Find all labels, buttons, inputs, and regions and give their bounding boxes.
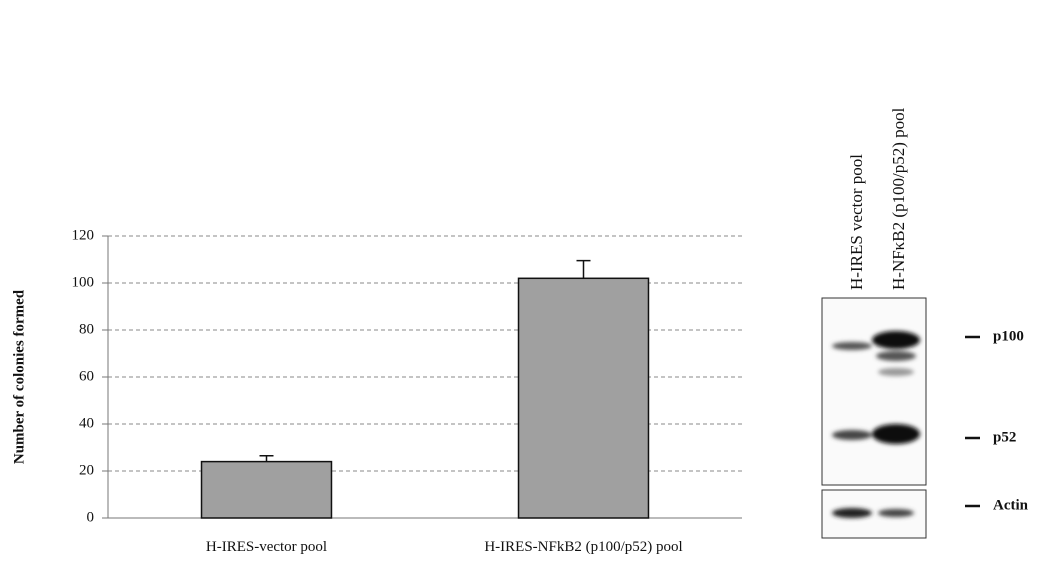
marker-label: p52 — [993, 429, 1016, 445]
marker-label: p100 — [993, 328, 1024, 344]
bar — [519, 278, 649, 518]
figure: Number of colonies formed p100 p52 Actin… — [0, 0, 1051, 582]
y-tick-label: 0 — [87, 509, 95, 525]
bar — [202, 462, 332, 518]
marker-label: Actin — [993, 497, 1029, 513]
y-tick-label: 20 — [79, 462, 94, 478]
error-bar — [260, 456, 274, 462]
y-tick-label: 60 — [79, 368, 94, 384]
lane-label: H-IRES vector pool — [847, 154, 866, 290]
error-bar — [577, 261, 591, 279]
x-tick-label: H-IRES-vector pool — [162, 538, 372, 556]
y-tick-label: 120 — [72, 227, 95, 243]
x-tick-label: H-IRES-NFkB2 (p100/p52) pool — [479, 538, 689, 556]
y-axis-label: Number of colonies formed — [11, 289, 27, 464]
blot-panel — [822, 298, 926, 485]
y-tick-label: 80 — [79, 321, 94, 337]
y-tick-label: 100 — [72, 274, 95, 290]
lane-label: H-NFκB2 (p100/p52) pool — [889, 107, 908, 290]
y-tick-label: 40 — [79, 415, 94, 431]
chart: Number of colonies formed p100 p52 Actin… — [0, 0, 1051, 582]
